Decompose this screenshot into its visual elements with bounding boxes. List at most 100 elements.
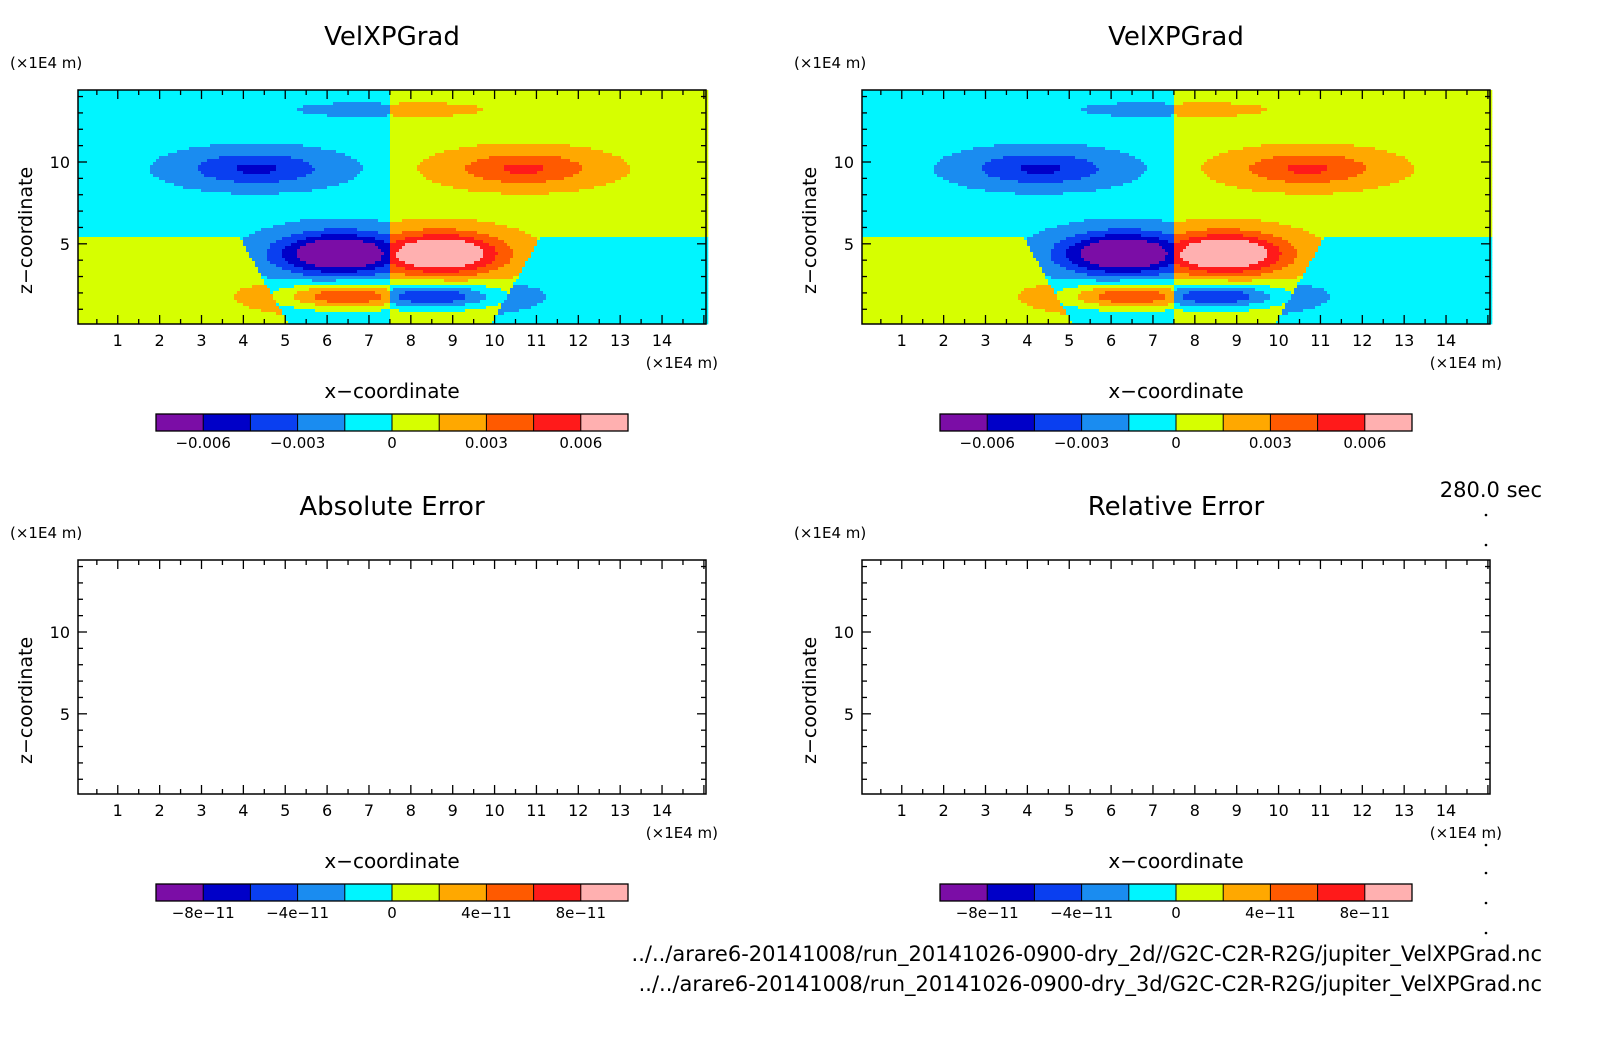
- field-cell: [273, 96, 276, 99]
- field-cell: [147, 99, 150, 102]
- field-cell: [291, 114, 294, 117]
- field-cell: [393, 102, 396, 105]
- field-cell: [384, 129, 387, 132]
- field-cell: [582, 114, 585, 117]
- field-cell: [303, 96, 306, 99]
- field-cell: [498, 108, 501, 111]
- field-cell: [414, 99, 417, 102]
- field-cell: [603, 111, 606, 114]
- field-cell: [588, 120, 591, 123]
- field-cell: [390, 123, 393, 126]
- field-cell: [177, 93, 180, 96]
- field-cell: [249, 111, 252, 114]
- field-cell: [645, 96, 648, 99]
- field-cell: [522, 120, 525, 123]
- field-cell: [387, 108, 390, 111]
- field-cell: [381, 111, 384, 114]
- field-cell: [411, 96, 414, 99]
- field-cell: [300, 117, 303, 120]
- field-cell: [366, 123, 369, 126]
- field-cell: [444, 120, 447, 123]
- field-cell: [594, 123, 597, 126]
- field-cell: [657, 99, 660, 102]
- field-cell: [594, 120, 597, 123]
- field-cell: [234, 111, 237, 114]
- field-cell: [108, 132, 111, 135]
- field-cell: [300, 120, 303, 123]
- field-cell: [186, 129, 189, 132]
- field-cell: [234, 123, 237, 126]
- field-cell: [219, 117, 222, 120]
- field-cell: [132, 117, 135, 120]
- field-cell: [570, 123, 573, 126]
- field-cell: [345, 129, 348, 132]
- field-cell: [93, 117, 96, 120]
- field-cell: [639, 114, 642, 117]
- field-cell: [288, 105, 291, 108]
- field-cell: [150, 111, 153, 114]
- field-cell: [273, 102, 276, 105]
- field-cell: [114, 111, 117, 114]
- field-cell: [591, 96, 594, 99]
- field-cell: [648, 120, 651, 123]
- field-cell: [441, 96, 444, 99]
- field-cell: [636, 120, 639, 123]
- field-cell: [150, 108, 153, 111]
- field-cell: [195, 99, 198, 102]
- field-cell: [192, 99, 195, 102]
- field-cell: [414, 108, 417, 111]
- field-cell: [447, 102, 450, 105]
- field-cell: [426, 111, 429, 114]
- field-cell: [144, 123, 147, 126]
- field-cell: [315, 105, 318, 108]
- field-cell: [258, 111, 261, 114]
- field-cell: [699, 93, 702, 96]
- field-cell: [642, 129, 645, 132]
- field-cell: [597, 105, 600, 108]
- field-cell: [573, 123, 576, 126]
- field-cell: [120, 102, 123, 105]
- field-cell: [252, 126, 255, 129]
- field-cell: [669, 102, 672, 105]
- field-cell: [276, 93, 279, 96]
- field-cell: [282, 129, 285, 132]
- field-cell: [639, 96, 642, 99]
- field-cell: [414, 126, 417, 129]
- field-cell: [267, 126, 270, 129]
- field-cell: [240, 132, 243, 135]
- field-cell: [294, 108, 297, 111]
- field-cell: [90, 105, 93, 108]
- field-cell: [381, 114, 384, 117]
- field-cell: [141, 129, 144, 132]
- field-cell: [330, 108, 333, 111]
- field-cell: [222, 108, 225, 111]
- field-cell: [588, 117, 591, 120]
- field-cell: [489, 120, 492, 123]
- field-cell: [462, 114, 465, 117]
- field-cell: [378, 108, 381, 111]
- field-cell: [465, 117, 468, 120]
- field-cell: [204, 129, 207, 132]
- field-cell: [528, 120, 531, 123]
- field-cell: [297, 114, 300, 117]
- field-cell: [204, 93, 207, 96]
- field-cell: [525, 111, 528, 114]
- field-cell: [246, 117, 249, 120]
- field-cell: [684, 96, 687, 99]
- field-cell: [546, 111, 549, 114]
- field-cell: [279, 108, 282, 111]
- field-cell: [111, 123, 114, 126]
- field-cell: [381, 123, 384, 126]
- field-cell: [153, 114, 156, 117]
- field-cell: [408, 126, 411, 129]
- field-cell: [612, 102, 615, 105]
- field-cell: [285, 114, 288, 117]
- field-cell: [540, 105, 543, 108]
- field-cell: [417, 114, 420, 117]
- field-cell: [486, 105, 489, 108]
- field-cell: [111, 126, 114, 129]
- field-cell: [588, 123, 591, 126]
- field-cell: [84, 117, 87, 120]
- field-cell: [171, 117, 174, 120]
- field-cell: [180, 114, 183, 117]
